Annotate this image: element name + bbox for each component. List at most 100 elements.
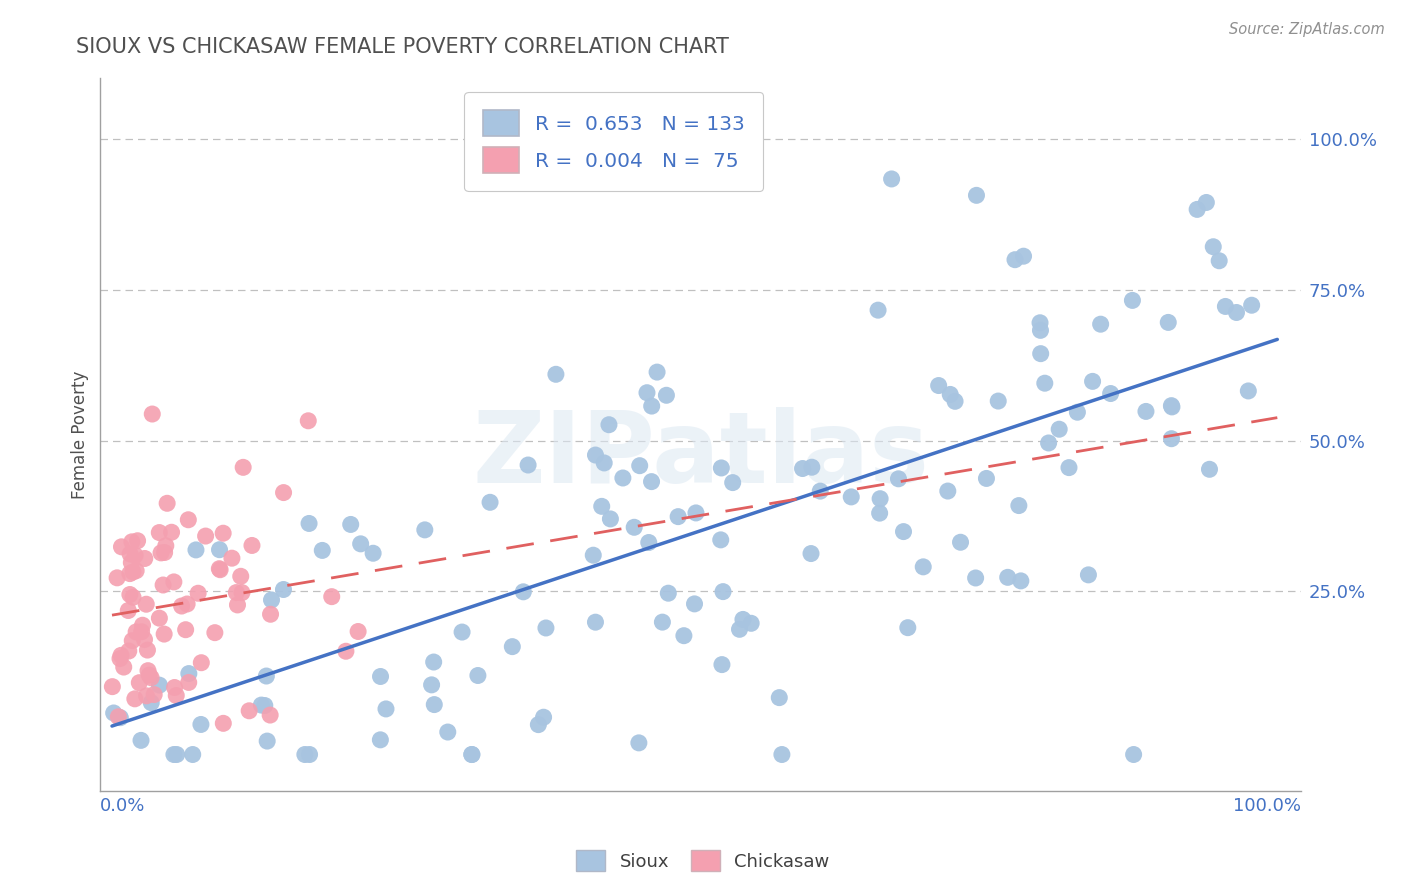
Point	[339, 517, 361, 532]
Point	[335, 644, 357, 658]
Point	[422, 655, 444, 669]
Point	[135, 597, 157, 611]
Point	[800, 460, 823, 475]
Point	[229, 569, 252, 583]
Point	[138, 668, 160, 682]
Point	[585, 448, 607, 462]
Point	[212, 526, 235, 541]
Point	[118, 566, 141, 581]
Point	[120, 556, 142, 570]
Point	[165, 689, 187, 703]
Point	[370, 669, 392, 683]
Point	[582, 548, 605, 562]
Point	[1090, 317, 1112, 331]
Point	[655, 388, 678, 402]
Point	[887, 472, 910, 486]
Point	[593, 456, 616, 470]
Point	[893, 524, 915, 539]
Point	[1161, 400, 1184, 414]
Point	[1057, 460, 1080, 475]
Point	[254, 669, 277, 683]
Point	[1029, 346, 1052, 360]
Point	[118, 587, 141, 601]
Point	[176, 597, 198, 611]
Point	[1033, 376, 1056, 391]
Legend: R =  0.653   N = 133, R =  0.004   N =  75: R = 0.653 N = 133, R = 0.004 N = 75	[464, 92, 763, 191]
Point	[928, 378, 950, 392]
Point	[134, 551, 156, 566]
Point	[118, 644, 141, 658]
Point	[770, 747, 793, 762]
Legend: Sioux, Chickasaw: Sioux, Chickasaw	[569, 843, 837, 879]
Point	[1081, 375, 1104, 389]
Point	[134, 632, 156, 647]
Point	[710, 533, 733, 547]
Point	[259, 607, 281, 622]
Point	[1185, 202, 1208, 217]
Point	[156, 496, 179, 510]
Point	[163, 681, 186, 695]
Point	[110, 540, 132, 554]
Point	[143, 688, 166, 702]
Point	[107, 710, 129, 724]
Point	[120, 547, 142, 561]
Point	[148, 678, 170, 692]
Point	[1195, 195, 1218, 210]
Point	[1077, 567, 1099, 582]
Point	[273, 485, 295, 500]
Point	[710, 657, 733, 672]
Point	[987, 394, 1010, 409]
Point	[768, 690, 790, 705]
Point	[645, 365, 668, 379]
Point	[628, 458, 651, 473]
Point	[1208, 253, 1230, 268]
Point	[451, 625, 474, 640]
Point	[129, 733, 152, 747]
Point	[721, 475, 744, 490]
Point	[259, 708, 281, 723]
Point	[105, 571, 128, 585]
Point	[936, 484, 959, 499]
Point	[1202, 240, 1225, 254]
Y-axis label: Female Poverty: Female Poverty	[72, 370, 89, 499]
Point	[461, 747, 484, 762]
Point	[190, 717, 212, 731]
Point	[501, 640, 523, 654]
Point	[177, 666, 200, 681]
Point	[298, 516, 321, 531]
Point	[131, 618, 153, 632]
Point	[949, 535, 972, 549]
Point	[204, 625, 226, 640]
Point	[533, 710, 555, 724]
Point	[808, 484, 831, 499]
Point	[181, 747, 204, 762]
Point	[461, 747, 484, 762]
Point	[174, 623, 197, 637]
Point	[534, 621, 557, 635]
Point	[139, 671, 162, 685]
Point	[479, 495, 502, 509]
Point	[1157, 315, 1180, 329]
Point	[125, 624, 148, 639]
Point	[651, 615, 673, 629]
Point	[965, 571, 987, 585]
Point	[240, 539, 263, 553]
Text: Source: ZipAtlas.com: Source: ZipAtlas.com	[1229, 22, 1385, 37]
Point	[131, 624, 153, 639]
Point	[375, 702, 398, 716]
Point	[152, 578, 174, 592]
Point	[585, 615, 607, 630]
Point	[124, 691, 146, 706]
Point	[112, 660, 135, 674]
Point	[273, 582, 295, 597]
Point	[177, 513, 200, 527]
Point	[141, 407, 163, 421]
Point	[256, 734, 278, 748]
Point	[321, 590, 343, 604]
Point	[163, 747, 186, 762]
Point	[966, 188, 988, 202]
Point	[544, 368, 567, 382]
Point	[117, 603, 139, 617]
Point	[253, 698, 276, 713]
Point	[101, 680, 124, 694]
